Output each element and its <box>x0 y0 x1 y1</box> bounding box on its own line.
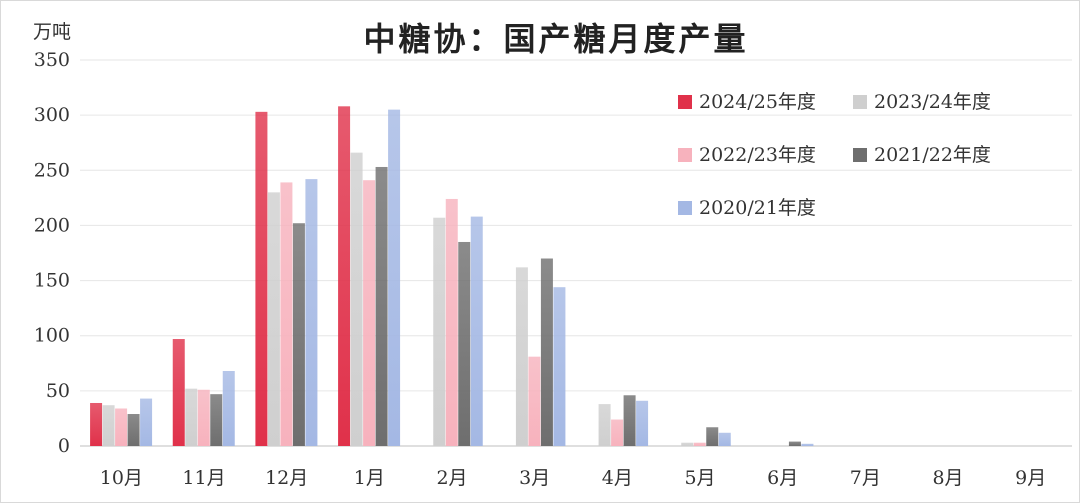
bar <box>140 398 153 446</box>
bar <box>553 287 566 446</box>
bar <box>375 166 388 446</box>
y-tick-label: 100 <box>34 325 70 347</box>
x-tick-label: 5月 <box>684 467 715 489</box>
x-tick-label: 10月 <box>100 467 143 489</box>
bar <box>445 198 458 446</box>
bar <box>801 443 814 446</box>
bar <box>197 389 210 446</box>
bar <box>102 405 115 446</box>
bar <box>528 356 541 446</box>
legend-label: 2022/23年度 <box>699 144 816 166</box>
legend-swatch <box>678 148 692 162</box>
x-tick-label: 11月 <box>182 467 225 489</box>
bar <box>515 267 528 446</box>
x-tick-label: 9月 <box>1015 467 1046 489</box>
bar <box>706 427 719 446</box>
x-tick-label: 7月 <box>850 467 881 489</box>
y-tick-label: 150 <box>34 270 70 292</box>
legend-swatch <box>678 95 692 109</box>
bar <box>718 432 731 446</box>
bar <box>338 106 351 446</box>
y-tick-label: 0 <box>58 435 70 457</box>
bar <box>305 179 318 446</box>
bar <box>210 394 223 446</box>
bar <box>470 216 483 446</box>
bars-group <box>90 106 814 446</box>
bar <box>433 217 446 446</box>
y-tick-label: 200 <box>34 214 70 236</box>
legend-swatch <box>853 95 867 109</box>
bar <box>127 414 140 446</box>
bar <box>292 223 305 446</box>
x-tick-label: 6月 <box>767 467 798 489</box>
bar <box>172 339 185 446</box>
bar <box>598 404 611 446</box>
bar <box>788 441 801 446</box>
y-tick-label: 300 <box>34 104 70 126</box>
chart-title: 中糖协：国产糖月度产量 <box>363 20 748 58</box>
y-tick-labels: 0 50 100 150 200 250 300 350 <box>34 49 70 457</box>
bar <box>681 442 694 446</box>
x-tick-label: 2月 <box>436 467 467 489</box>
legend: 2024/25年度 2023/24年度 2022/23年度 2021/22年度 2020… <box>678 91 991 219</box>
bar <box>636 400 649 446</box>
bar <box>255 111 268 446</box>
x-tick-label: 1月 <box>354 467 385 489</box>
x-tick-label: 4月 <box>602 467 633 489</box>
bar <box>280 182 293 446</box>
x-tick-label: 8月 <box>932 467 963 489</box>
bar <box>623 395 636 446</box>
bar <box>115 408 128 446</box>
legend-label: 2024/25年度 <box>699 91 816 113</box>
bar <box>267 192 280 446</box>
bar <box>458 241 471 446</box>
y-tick-label: 50 <box>46 380 70 402</box>
bar <box>350 152 363 446</box>
bar <box>611 419 624 446</box>
x-tick-labels: 10月 11月 12月 1月 2月 3月 4月 5月 6月 7月 8月 9月 <box>100 467 1046 489</box>
bar <box>185 388 198 446</box>
legend-label: 2023/24年度 <box>874 91 991 113</box>
x-tick-label: 3月 <box>519 467 550 489</box>
bar <box>693 442 706 446</box>
bar <box>222 371 235 446</box>
bar <box>363 180 376 446</box>
legend-swatch <box>678 201 692 215</box>
legend-label: 2021/22年度 <box>874 144 991 166</box>
legend-swatch <box>853 148 867 162</box>
y-tick-label: 350 <box>34 49 70 71</box>
legend-label: 2020/21年度 <box>699 197 816 219</box>
gridlines <box>80 59 1072 447</box>
bar <box>540 258 553 446</box>
x-tick-label: 12月 <box>265 467 308 489</box>
bar <box>90 402 103 446</box>
y-tick-label: 250 <box>34 159 70 181</box>
y-axis-label: 万吨 <box>33 21 71 43</box>
bar <box>388 109 401 446</box>
